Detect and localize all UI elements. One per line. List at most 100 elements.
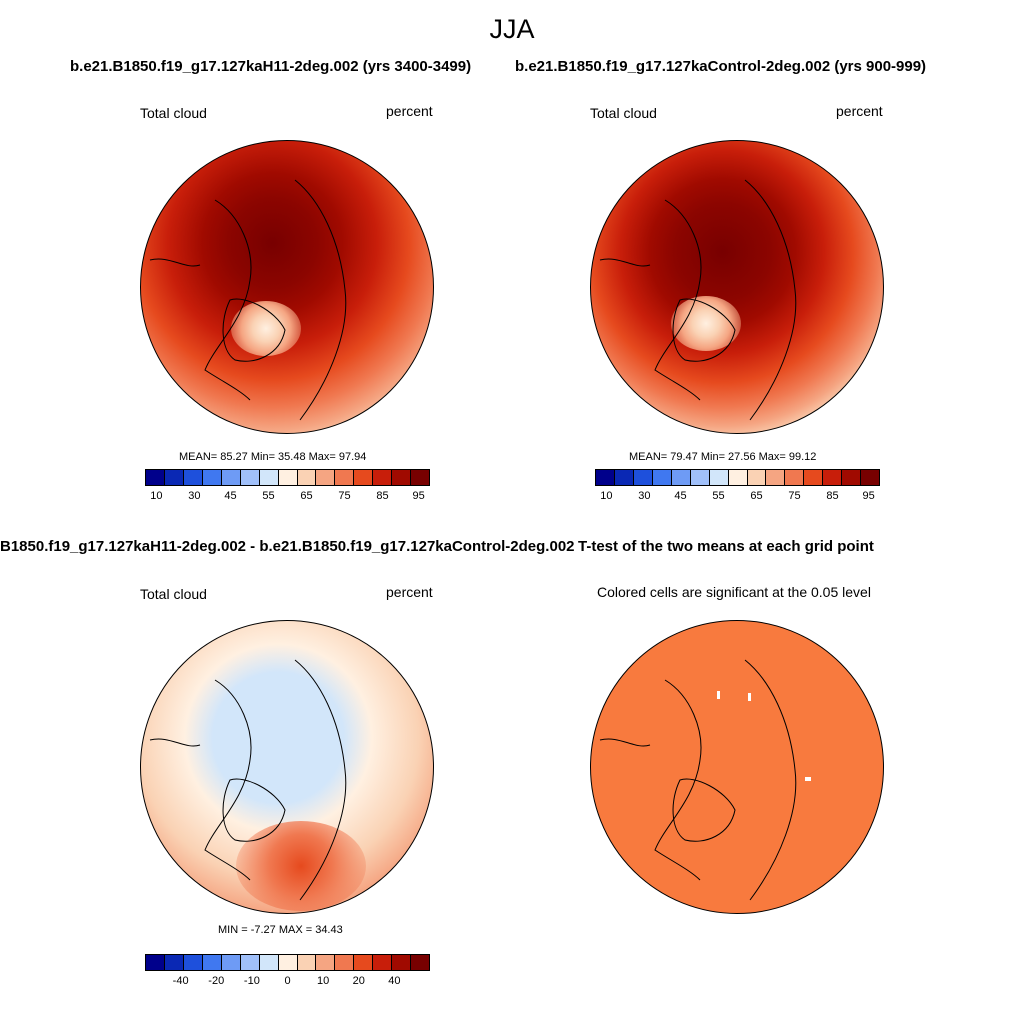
colorbar-tick-label: 55 bbox=[712, 490, 725, 502]
colorbar-swatch bbox=[392, 470, 412, 485]
colorbar-swatch bbox=[842, 470, 862, 485]
colorbar-swatch bbox=[354, 955, 374, 970]
colorbar-swatch bbox=[614, 470, 634, 485]
bottom-right-coastlines bbox=[599, 659, 797, 901]
bottom-left-panel-title: B1850.f19_g17.127kaH11-2deg.002 - b.e21.… bbox=[0, 538, 575, 555]
colorbar-swatch bbox=[373, 955, 393, 970]
top-right-map bbox=[590, 140, 884, 434]
colorbar-swatch bbox=[183, 955, 203, 970]
insignificant-cell bbox=[717, 691, 720, 699]
top-right-variable-label: Total cloud bbox=[590, 105, 657, 121]
colorbar-tick-label: -40 bbox=[172, 975, 189, 987]
top-left-panel-title: b.e21.B1850.f19_g17.127kaH11-2deg.002 (y… bbox=[70, 58, 472, 75]
top-left-coastlines bbox=[149, 179, 347, 421]
colorbar-swatch bbox=[373, 470, 393, 485]
bottom-left-colorbar-ticks: -40 -20 -10 0 10 20 40 bbox=[145, 975, 430, 989]
colorbar-swatch bbox=[335, 955, 355, 970]
bottom-right-subtitle: Colored cells are significant at the 0.0… bbox=[597, 584, 871, 600]
colorbar-swatch bbox=[861, 470, 880, 485]
colorbar-swatch bbox=[164, 470, 184, 485]
colorbar-tick-label: 95 bbox=[412, 490, 425, 502]
colorbar-swatch bbox=[411, 955, 430, 970]
colorbar-swatch bbox=[278, 470, 298, 485]
bottom-left-units-label: percent bbox=[386, 584, 433, 600]
top-right-colorbar bbox=[595, 469, 880, 486]
colorbar-tick-label: -10 bbox=[243, 975, 260, 987]
colorbar-tick-label: 30 bbox=[638, 490, 651, 502]
colorbar-swatch bbox=[316, 955, 336, 970]
bottom-right-map bbox=[590, 620, 884, 914]
top-left-units-label: percent bbox=[386, 103, 433, 119]
colorbar-tick-label: 65 bbox=[750, 490, 763, 502]
colorbar-tick-label: 45 bbox=[674, 490, 687, 502]
colorbar-swatch bbox=[146, 955, 165, 970]
top-right-colorbar-ticks: 10 30 45 55 65 75 85 95 bbox=[595, 490, 880, 504]
colorbar-swatch bbox=[202, 955, 222, 970]
top-right-coastlines bbox=[599, 179, 797, 421]
colorbar-tick-label: 75 bbox=[338, 490, 351, 502]
top-left-stats: MEAN= 85.27 Min= 35.48 Max= 97.94 bbox=[179, 451, 367, 463]
colorbar-swatch bbox=[259, 470, 279, 485]
colorbar-swatch bbox=[785, 470, 805, 485]
insignificant-cell bbox=[805, 777, 811, 781]
bottom-left-colorbar bbox=[145, 954, 430, 971]
colorbar-tick-label: 85 bbox=[376, 490, 389, 502]
colorbar-swatch bbox=[259, 955, 279, 970]
colorbar-tick-label: 10 bbox=[150, 490, 163, 502]
colorbar-swatch bbox=[411, 470, 430, 485]
colorbar-swatch bbox=[297, 955, 317, 970]
colorbar-swatch bbox=[335, 470, 355, 485]
colorbar-swatch bbox=[278, 955, 298, 970]
bottom-left-variable-label: Total cloud bbox=[140, 586, 207, 602]
colorbar-swatch bbox=[146, 470, 165, 485]
bottom-left-map bbox=[140, 620, 434, 914]
top-left-map bbox=[140, 140, 434, 434]
colorbar-tick-label: 55 bbox=[262, 490, 275, 502]
colorbar-swatch bbox=[709, 470, 729, 485]
colorbar-swatch bbox=[164, 955, 184, 970]
colorbar-swatch bbox=[202, 470, 222, 485]
top-left-colorbar-ticks: 10 30 45 55 65 75 85 95 bbox=[145, 490, 430, 504]
colorbar-swatch bbox=[633, 470, 653, 485]
colorbar-tick-label: 65 bbox=[300, 490, 313, 502]
colorbar-tick-label: 20 bbox=[352, 975, 365, 987]
top-right-panel-title: b.e21.B1850.f19_g17.127kaControl-2deg.00… bbox=[515, 58, 927, 75]
colorbar-swatch bbox=[392, 955, 412, 970]
colorbar-swatch bbox=[297, 470, 317, 485]
colorbar-tick-label: 40 bbox=[388, 975, 401, 987]
colorbar-swatch bbox=[221, 955, 241, 970]
colorbar-swatch bbox=[690, 470, 710, 485]
north-atlantic-positive-anomaly bbox=[236, 821, 366, 911]
colorbar-swatch bbox=[652, 470, 672, 485]
colorbar-tick-label: 75 bbox=[788, 490, 801, 502]
colorbar-tick-label: -20 bbox=[208, 975, 225, 987]
colorbar-tick-label: 45 bbox=[224, 490, 237, 502]
top-right-stats: MEAN= 79.47 Min= 27.56 Max= 99.12 bbox=[629, 451, 817, 463]
colorbar-swatch bbox=[804, 470, 824, 485]
bottom-left-coastlines bbox=[149, 659, 347, 901]
top-left-variable-label: Total cloud bbox=[140, 105, 207, 121]
greenland-low-cloud-area bbox=[671, 296, 741, 351]
colorbar-tick-label: 30 bbox=[188, 490, 201, 502]
main-title: JJA bbox=[489, 14, 535, 44]
colorbar-swatch bbox=[747, 470, 767, 485]
greenland-low-cloud-area bbox=[231, 301, 301, 356]
top-left-colorbar bbox=[145, 469, 430, 486]
colorbar-swatch bbox=[240, 955, 260, 970]
colorbar-swatch bbox=[183, 470, 203, 485]
colorbar-swatch bbox=[823, 470, 843, 485]
colorbar-tick-label: 85 bbox=[826, 490, 839, 502]
bottom-left-stats: MIN = -7.27 MAX = 34.43 bbox=[218, 924, 343, 936]
colorbar-swatch bbox=[354, 470, 374, 485]
colorbar-tick-label: 10 bbox=[317, 975, 330, 987]
colorbar-swatch bbox=[316, 470, 336, 485]
colorbar-swatch bbox=[728, 470, 748, 485]
top-right-units-label: percent bbox=[836, 103, 883, 119]
colorbar-swatch bbox=[221, 470, 241, 485]
colorbar-swatch bbox=[671, 470, 691, 485]
colorbar-tick-label: 10 bbox=[600, 490, 613, 502]
colorbar-tick-label: 95 bbox=[862, 490, 875, 502]
colorbar-tick-label: 0 bbox=[284, 975, 291, 987]
colorbar-swatch bbox=[766, 470, 786, 485]
